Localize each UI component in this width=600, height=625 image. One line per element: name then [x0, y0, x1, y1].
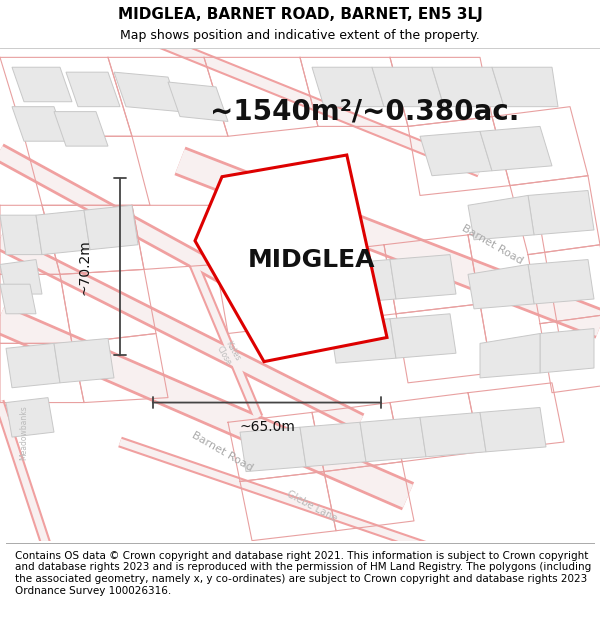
Polygon shape — [312, 68, 384, 107]
Polygon shape — [0, 284, 36, 314]
Polygon shape — [0, 215, 42, 254]
Polygon shape — [240, 428, 306, 472]
Polygon shape — [168, 82, 228, 121]
Polygon shape — [420, 131, 492, 176]
Text: Kates
Close: Kates Close — [214, 339, 242, 367]
Text: Contains OS data © Crown copyright and database right 2021. This information is : Contains OS data © Crown copyright and d… — [15, 551, 591, 596]
Text: Meadowbanks: Meadowbanks — [19, 405, 29, 459]
Polygon shape — [480, 334, 540, 378]
Polygon shape — [36, 210, 90, 254]
Polygon shape — [330, 319, 396, 363]
Polygon shape — [420, 412, 486, 457]
Polygon shape — [528, 191, 594, 235]
Text: ~65.0m: ~65.0m — [239, 420, 295, 434]
Polygon shape — [390, 254, 456, 299]
Polygon shape — [432, 68, 504, 107]
Text: MIDGLEA: MIDGLEA — [248, 248, 376, 271]
Polygon shape — [528, 259, 594, 304]
Polygon shape — [6, 343, 60, 388]
Polygon shape — [300, 422, 366, 467]
Text: Glebe Lane: Glebe Lane — [285, 489, 339, 524]
Polygon shape — [372, 68, 444, 107]
Text: Barnet Road: Barnet Road — [190, 431, 254, 473]
Polygon shape — [54, 339, 114, 383]
Text: ~1540m²/~0.380ac.: ~1540m²/~0.380ac. — [210, 98, 520, 126]
Polygon shape — [0, 259, 42, 294]
Polygon shape — [330, 259, 396, 304]
Polygon shape — [6, 398, 54, 437]
Polygon shape — [468, 196, 534, 240]
Polygon shape — [468, 264, 534, 309]
Text: Map shows position and indicative extent of the property.: Map shows position and indicative extent… — [120, 29, 480, 42]
Text: MIDGLEA, BARNET ROAD, BARNET, EN5 3LJ: MIDGLEA, BARNET ROAD, BARNET, EN5 3LJ — [118, 7, 482, 22]
Polygon shape — [480, 126, 552, 171]
Polygon shape — [84, 205, 138, 249]
Polygon shape — [66, 72, 120, 107]
Polygon shape — [54, 112, 108, 146]
Polygon shape — [492, 68, 558, 107]
Polygon shape — [114, 72, 180, 112]
Polygon shape — [12, 68, 72, 102]
Text: Barnet Road: Barnet Road — [460, 223, 524, 266]
Polygon shape — [390, 314, 456, 358]
Text: ~70.2m: ~70.2m — [77, 239, 91, 295]
Polygon shape — [195, 155, 387, 362]
Polygon shape — [480, 408, 546, 452]
Polygon shape — [360, 418, 426, 462]
Polygon shape — [12, 107, 66, 141]
Polygon shape — [540, 329, 594, 373]
